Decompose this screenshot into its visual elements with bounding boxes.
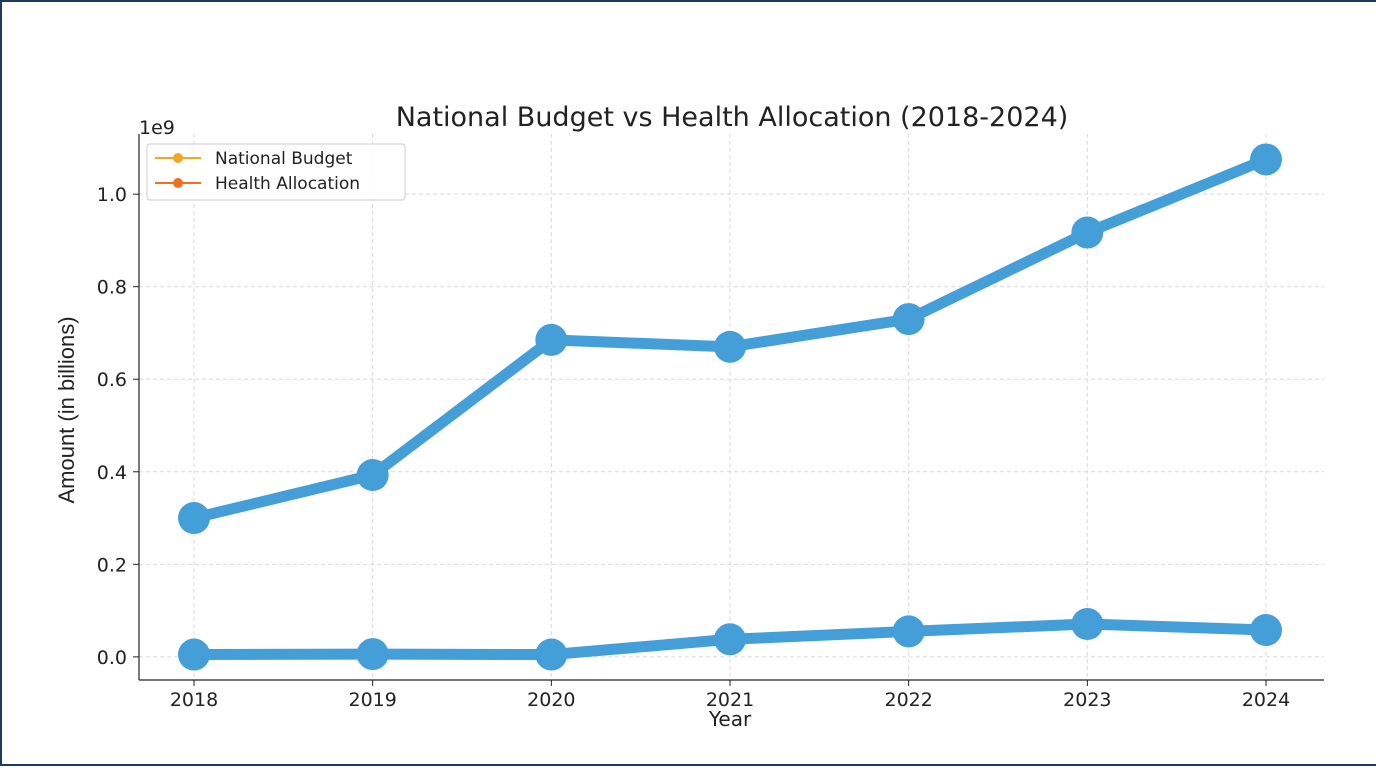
data-point <box>1250 614 1282 647</box>
y-axis-label: Amount (in billions) <box>54 316 79 503</box>
data-point <box>892 615 925 648</box>
data-point <box>535 323 568 356</box>
x-axis-label: Year <box>708 707 752 731</box>
data-point <box>714 623 746 656</box>
y-tick-label: 0.2 <box>97 554 127 576</box>
y-tick-label: 0.6 <box>97 369 127 391</box>
data-point <box>356 638 389 671</box>
x-tick-label: 2021 <box>706 689 754 711</box>
chart-title: National Budget vs Health Allocation (20… <box>396 102 1069 133</box>
data-point <box>178 638 210 671</box>
x-tick-label: 2023 <box>1063 689 1111 711</box>
legend-marker <box>173 153 183 163</box>
data-point <box>1071 608 1104 641</box>
legend: National Budget Health Allocation <box>146 143 406 201</box>
legend-label: Health Allocation <box>215 174 360 194</box>
data-point <box>714 330 746 363</box>
y-tick-label: 0.4 <box>97 462 127 484</box>
x-tick-label: 2022 <box>884 689 932 711</box>
x-tick-label: 2020 <box>527 689 575 711</box>
data-point <box>535 638 568 671</box>
legend-marker <box>173 178 183 188</box>
data-point <box>1071 216 1104 249</box>
data-point <box>1250 143 1282 176</box>
y-offset-text: 1e9 <box>139 117 175 139</box>
data-point <box>356 459 389 492</box>
y-tick-label: 0.8 <box>97 277 127 299</box>
x-tick-label: 2024 <box>1242 689 1290 711</box>
data-point <box>178 502 210 535</box>
legend-label: National Budget <box>215 149 353 169</box>
y-tick-label: 0.0 <box>97 647 127 669</box>
data-point <box>892 303 925 336</box>
grid <box>139 134 1324 680</box>
legend-box <box>146 143 406 201</box>
axes: 2018 2019 2020 2021 2022 2023 2024 0.0 0.2 0.4 0.6… <box>97 134 1324 711</box>
series-group <box>178 143 1282 671</box>
x-tick-label: 2018 <box>170 689 218 711</box>
x-tick-label: 2019 <box>348 689 396 711</box>
y-tick-label: 1.0 <box>97 184 127 206</box>
